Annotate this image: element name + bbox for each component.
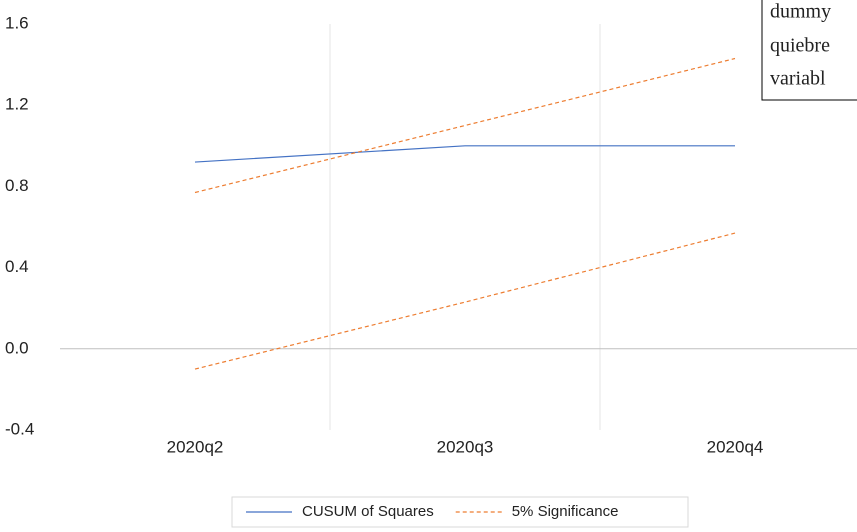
annotation-text: quiebre [770, 35, 830, 57]
y-tick-label: 0.4 [5, 257, 29, 276]
series-line [194, 57, 736, 194]
x-tick-label: 2020q3 [437, 437, 494, 456]
x-tick-label: 2020q2 [167, 437, 224, 456]
legend-label: CUSUM of Squares [302, 503, 434, 520]
legend-label: 5% Significance [512, 503, 619, 520]
legend [231, 496, 689, 528]
y-tick-label: 0.8 [5, 176, 29, 195]
y-tick-label: 1.2 [5, 95, 29, 114]
annotation-box [761, 0, 857, 101]
y-tick-label: 1.6 [5, 13, 29, 32]
series-line-lower [194, 232, 736, 370]
annotation-text: dummy [770, 1, 831, 23]
y-tick-label: -0.4 [5, 419, 34, 438]
annotation-text: variabl [770, 68, 826, 90]
series-line [194, 145, 735, 163]
y-tick-label: 0.0 [5, 338, 29, 357]
x-tick-label: 2020q4 [707, 437, 764, 456]
